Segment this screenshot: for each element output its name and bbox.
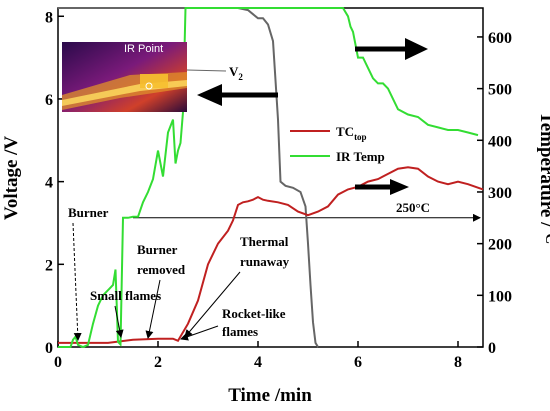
annotation-burner-removed-arrow (145, 279, 161, 339)
x-tick-label: 8 (454, 354, 462, 371)
annotation-thermal-runaway-line1: Thermal (240, 234, 289, 249)
legend-tc-subscript: top (354, 132, 367, 142)
annotation-thermal-runaway-line2: runaway (240, 254, 290, 269)
v2-label-subscript: 2 (238, 72, 243, 82)
ir-inset: IR Point (62, 42, 187, 112)
v2-series-label: V2 (229, 64, 243, 82)
x-tick-label: 6 (354, 354, 362, 371)
legend-tc-main: TC (336, 124, 354, 139)
y-right-axis-label-unit: °C (542, 227, 550, 244)
legend: TCtop IR Temp (290, 124, 385, 164)
y-right-axis-label: Temperature /°C (536, 112, 550, 244)
axis-arrow-right-upper (355, 38, 428, 60)
y-right-tick-label: 300 (488, 185, 512, 202)
v2-label-leader (186, 69, 227, 72)
y-right-axis-ticks: 0 100 200 300 400 500 600 (477, 30, 512, 357)
reference-line-label: 250°C (396, 200, 430, 215)
y-right-tick-label: 500 (488, 82, 512, 99)
legend-label-ir-temp: IR Temp (336, 149, 385, 164)
y-left-tick-label: 8 (45, 9, 53, 26)
y-right-tick-label: 600 (488, 30, 512, 47)
x-tick-label: 0 (54, 354, 62, 371)
y-left-axis-ticks: 0 2 4 6 8 (45, 9, 64, 357)
annotation-burner-arrow (72, 222, 82, 341)
y-left-tick-label: 4 (45, 175, 53, 192)
y-right-axis-label-main: Temperature / (536, 112, 550, 228)
x-tick-label: 2 (154, 354, 162, 371)
annotation-rocket-arrow (180, 325, 219, 341)
y-right-tick-label: 0 (488, 340, 496, 357)
series-line-ir-temp (58, 7, 479, 349)
axis-arrow-left (197, 84, 278, 106)
y-left-tick-label: 2 (45, 257, 53, 274)
annotation-small-flames: Small flames (90, 288, 161, 303)
svg-text:Temperature /°C: Temperature /°C (536, 112, 550, 244)
annotation-burner: Burner (68, 205, 109, 220)
annotation-burner-removed-line1: Burner (137, 242, 178, 257)
y-left-tick-label: 0 (45, 340, 53, 357)
y-right-tick-label: 200 (488, 237, 512, 254)
annotations: Burner Small flames Burner removed Therm… (68, 205, 290, 341)
annotation-rocket-line2: flames (222, 324, 258, 339)
axis-arrow-right-lower (355, 179, 409, 195)
y-left-axis-label: Voltage /V (1, 136, 22, 221)
annotation-thermal-runaway-arrow (184, 271, 241, 338)
ir-inset-label: IR Point (124, 43, 163, 55)
annotation-burner-removed-line2: removed (137, 262, 186, 277)
y-right-tick-label: 400 (488, 133, 512, 150)
y-left-tick-label: 6 (45, 92, 53, 109)
y-right-tick-label: 100 (488, 288, 512, 305)
annotation-rocket-line1: Rocket-like (222, 306, 286, 321)
x-tick-label: 4 (254, 354, 262, 371)
x-axis-label: Time /min (228, 385, 312, 406)
series-line-v2 (58, 7, 319, 348)
ir-point-marker (145, 82, 153, 90)
x-axis-ticks: 0 2 4 6 8 (54, 341, 462, 371)
v2-label-main: V (229, 64, 239, 79)
legend-label-tc-top: TCtop (336, 124, 367, 142)
annotation-small-flames-arrow (114, 305, 124, 338)
